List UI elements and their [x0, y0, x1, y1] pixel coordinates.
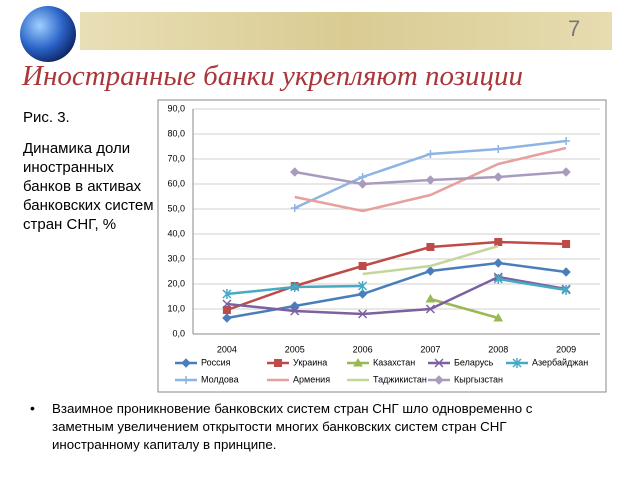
legend-marker	[353, 357, 363, 367]
x-tick-label: 2005	[285, 344, 305, 354]
marker	[493, 274, 503, 284]
marker	[425, 304, 435, 314]
marker	[358, 262, 367, 270]
marker	[290, 204, 299, 212]
marker	[426, 150, 435, 158]
slide-number: 7	[568, 16, 581, 41]
legend-label: Казахстан	[373, 357, 415, 367]
legend-label: Азербайджан	[532, 357, 588, 367]
caption: Рис. 3. Динамика доли иностранных банков…	[23, 108, 163, 246]
marker	[561, 167, 571, 177]
x-tick-label: 2008	[488, 344, 508, 354]
y-tick-label: 90,0	[167, 103, 185, 113]
marker	[358, 309, 368, 319]
slide-title: Иностранные банки укрепляют позиции	[22, 60, 523, 92]
y-tick-label: 0,0	[172, 328, 185, 338]
marker	[562, 137, 571, 145]
x-tick-label: 2007	[420, 344, 440, 354]
marker	[561, 267, 571, 277]
marker	[425, 293, 436, 303]
y-tick-label: 50,0	[167, 203, 185, 213]
bullet-text: Взаимное проникновение банковских систем…	[52, 401, 533, 452]
legend-marker	[181, 358, 191, 368]
series-line	[226, 261, 567, 320]
legend-label: Армения	[293, 374, 330, 384]
y-tick-label: 30,0	[167, 253, 185, 263]
series-line	[226, 240, 567, 312]
map-band	[80, 12, 612, 50]
marker	[222, 299, 232, 309]
marker	[222, 313, 232, 323]
bullet-dot: •	[30, 400, 35, 416]
marker	[425, 175, 436, 185]
marker	[493, 172, 503, 182]
marker	[494, 145, 503, 153]
marker	[222, 289, 232, 299]
marker	[425, 266, 436, 276]
legend-label: Молдова	[201, 374, 239, 384]
legend-marker	[512, 358, 522, 368]
marker	[358, 281, 368, 291]
marker	[494, 238, 503, 246]
marker	[561, 285, 571, 295]
marker	[357, 289, 368, 299]
marker	[562, 240, 571, 248]
legend-marker	[182, 376, 190, 384]
marker	[426, 243, 435, 251]
legend-label: Кыргызстан	[454, 374, 503, 384]
series-line	[430, 297, 499, 320]
y-tick-label: 10,0	[167, 303, 185, 313]
legend-label: Украина	[293, 357, 327, 367]
marker	[222, 306, 231, 314]
series-line	[294, 146, 567, 213]
y-tick-label: 60,0	[167, 178, 185, 188]
legend-marker	[274, 359, 282, 367]
y-tick-label: 70,0	[167, 153, 185, 163]
x-tick-label: 2009	[556, 344, 576, 354]
legend-marker	[434, 358, 444, 368]
marker	[357, 179, 368, 189]
chart-frame	[157, 99, 607, 393]
figure-label: Рис. 3.	[23, 109, 70, 126]
marker	[290, 306, 300, 316]
y-tick-label: 20,0	[167, 278, 185, 288]
legend-marker	[434, 375, 444, 385]
legend-label: Россия	[201, 357, 231, 367]
marker	[290, 167, 300, 177]
legend-label: Таджикистан	[373, 374, 427, 384]
globe-icon	[20, 6, 76, 62]
series-line	[226, 275, 567, 316]
marker	[290, 282, 300, 292]
marker	[493, 312, 504, 322]
y-tick-label: 40,0	[167, 228, 185, 238]
x-tick-label: 2006	[353, 344, 373, 354]
series-line	[362, 244, 499, 276]
y-tick-label: 80,0	[167, 128, 185, 138]
figure-caption: Динамика доли иностранных банков в актив…	[23, 140, 154, 233]
x-tick-label: 2004	[217, 344, 237, 354]
legend-label: Беларусь	[454, 357, 494, 367]
marker	[493, 258, 503, 268]
